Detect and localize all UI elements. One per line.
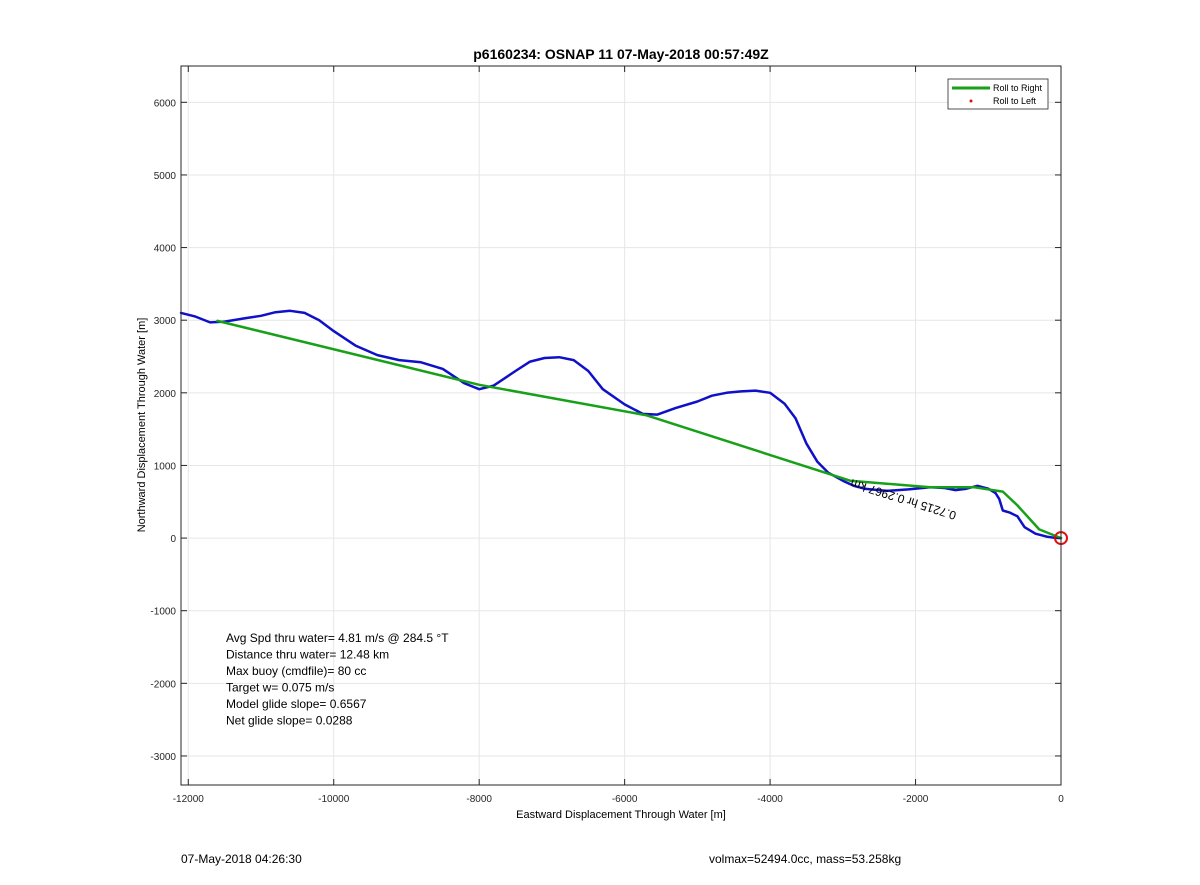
stats-annotation-line: Avg Spd thru water= 4.81 m/s @ 284.5 °T bbox=[226, 631, 449, 645]
legend: Roll to Right Roll to Left bbox=[947, 78, 1049, 110]
x-tick-label: 0 bbox=[1058, 794, 1064, 805]
x-tick-label: -8000 bbox=[466, 794, 492, 805]
stats-annotation-line: Distance thru water= 12.48 km bbox=[226, 648, 389, 662]
stats-annotation-line: Model glide slope= 0.6567 bbox=[226, 697, 367, 711]
legend-label-roll-left: Roll to Left bbox=[993, 96, 1037, 106]
grid-lines bbox=[181, 66, 1062, 785]
chart-title: p6160234: OSNAP 11 07-May-2018 00:57:49Z bbox=[473, 46, 769, 62]
footer-mass-info: volmax=52494.0cc, mass=53.258kg bbox=[709, 852, 902, 866]
y-tick-label: 2000 bbox=[154, 389, 177, 400]
axis-ticks: -12000 -10000 -8000 -6000 -4000 -2000 0-3000-2… bbox=[150, 66, 1064, 805]
y-tick-label: 3000 bbox=[154, 316, 177, 327]
legend-box bbox=[947, 78, 1049, 110]
legend-marker-roll-left bbox=[969, 99, 973, 103]
y-tick-label: -1000 bbox=[150, 607, 176, 618]
y-axis-label: Northward Displacement Through Water [m] bbox=[136, 318, 148, 533]
y-tick-label: 4000 bbox=[154, 244, 177, 255]
footer-timestamp: 07-May-2018 04:26:30 bbox=[181, 852, 302, 866]
x-tick-label: -6000 bbox=[612, 794, 638, 805]
stats-annotation-line: Net glide slope= 0.0288 bbox=[226, 714, 353, 728]
x-tick-label: -2000 bbox=[903, 794, 929, 805]
stats-annotation-line: Max buoy (cmdfile)= 80 cc bbox=[226, 664, 366, 678]
axes-box bbox=[180, 65, 1062, 786]
y-tick-label: 0 bbox=[170, 534, 176, 545]
legend-label-roll-right: Roll to Right bbox=[993, 83, 1043, 93]
x-axis-label: Eastward Displacement Through Water [m] bbox=[516, 809, 726, 821]
y-tick-label: 1000 bbox=[154, 461, 177, 472]
y-tick-label: 5000 bbox=[154, 171, 177, 182]
y-tick-label: 6000 bbox=[154, 98, 177, 109]
track-rotated-label: 0.7215 hr 0.2967 km bbox=[849, 476, 958, 522]
stats-annotations: Avg Spd thru water= 4.81 m/s @ 284.5 °T D… bbox=[226, 631, 449, 728]
y-tick-label: -3000 bbox=[150, 752, 176, 763]
x-tick-label: -12000 bbox=[173, 794, 205, 805]
x-tick-label: -10000 bbox=[318, 794, 350, 805]
stats-annotation-line: Target w= 0.075 m/s bbox=[226, 681, 334, 695]
straight-course-line bbox=[216, 319, 1063, 540]
y-tick-label: -2000 bbox=[150, 679, 176, 690]
x-tick-label: -4000 bbox=[757, 794, 783, 805]
